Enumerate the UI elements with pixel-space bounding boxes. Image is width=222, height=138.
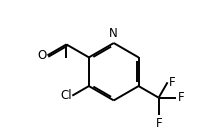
Text: N: N (109, 27, 118, 40)
Text: F: F (155, 116, 162, 130)
Text: O: O (37, 49, 46, 62)
Text: Cl: Cl (60, 89, 72, 102)
Text: F: F (178, 91, 184, 104)
Text: F: F (169, 76, 175, 89)
